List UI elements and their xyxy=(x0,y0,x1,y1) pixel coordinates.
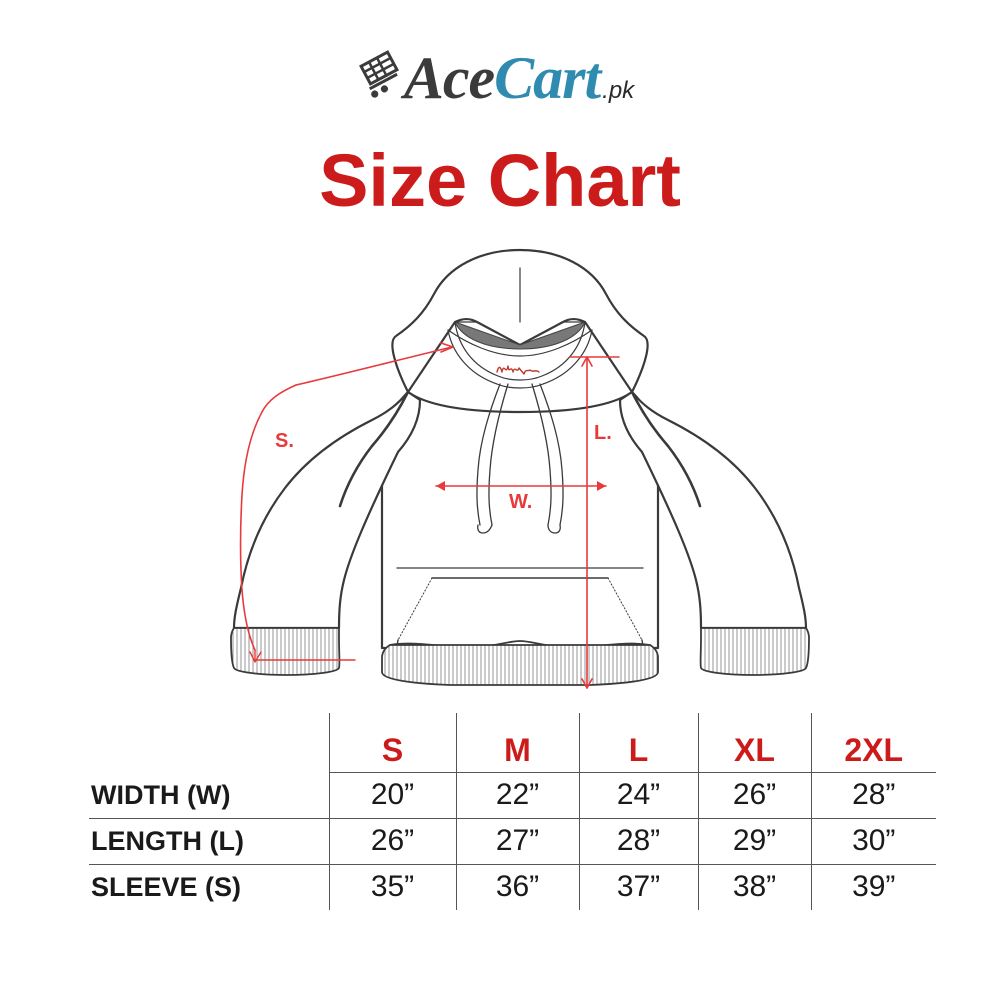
svg-text:L.: L. xyxy=(594,422,612,444)
svg-text:W.: W. xyxy=(509,491,532,513)
svg-text:S.: S. xyxy=(275,430,294,452)
